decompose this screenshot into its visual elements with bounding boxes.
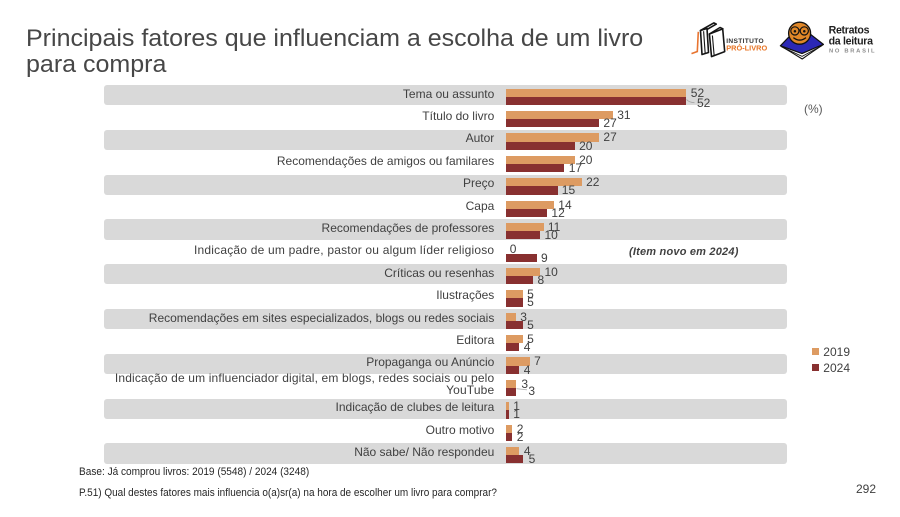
svg-text:NO BRASIL: NO BRASIL — [829, 48, 876, 54]
svg-text:Retratos: Retratos — [829, 25, 870, 37]
svg-text:PRÓ-LIVRO: PRÓ-LIVRO — [726, 44, 767, 53]
svg-text:da leitura: da leitura — [829, 36, 874, 48]
svg-text:INSTITUTO: INSTITUTO — [726, 38, 764, 45]
